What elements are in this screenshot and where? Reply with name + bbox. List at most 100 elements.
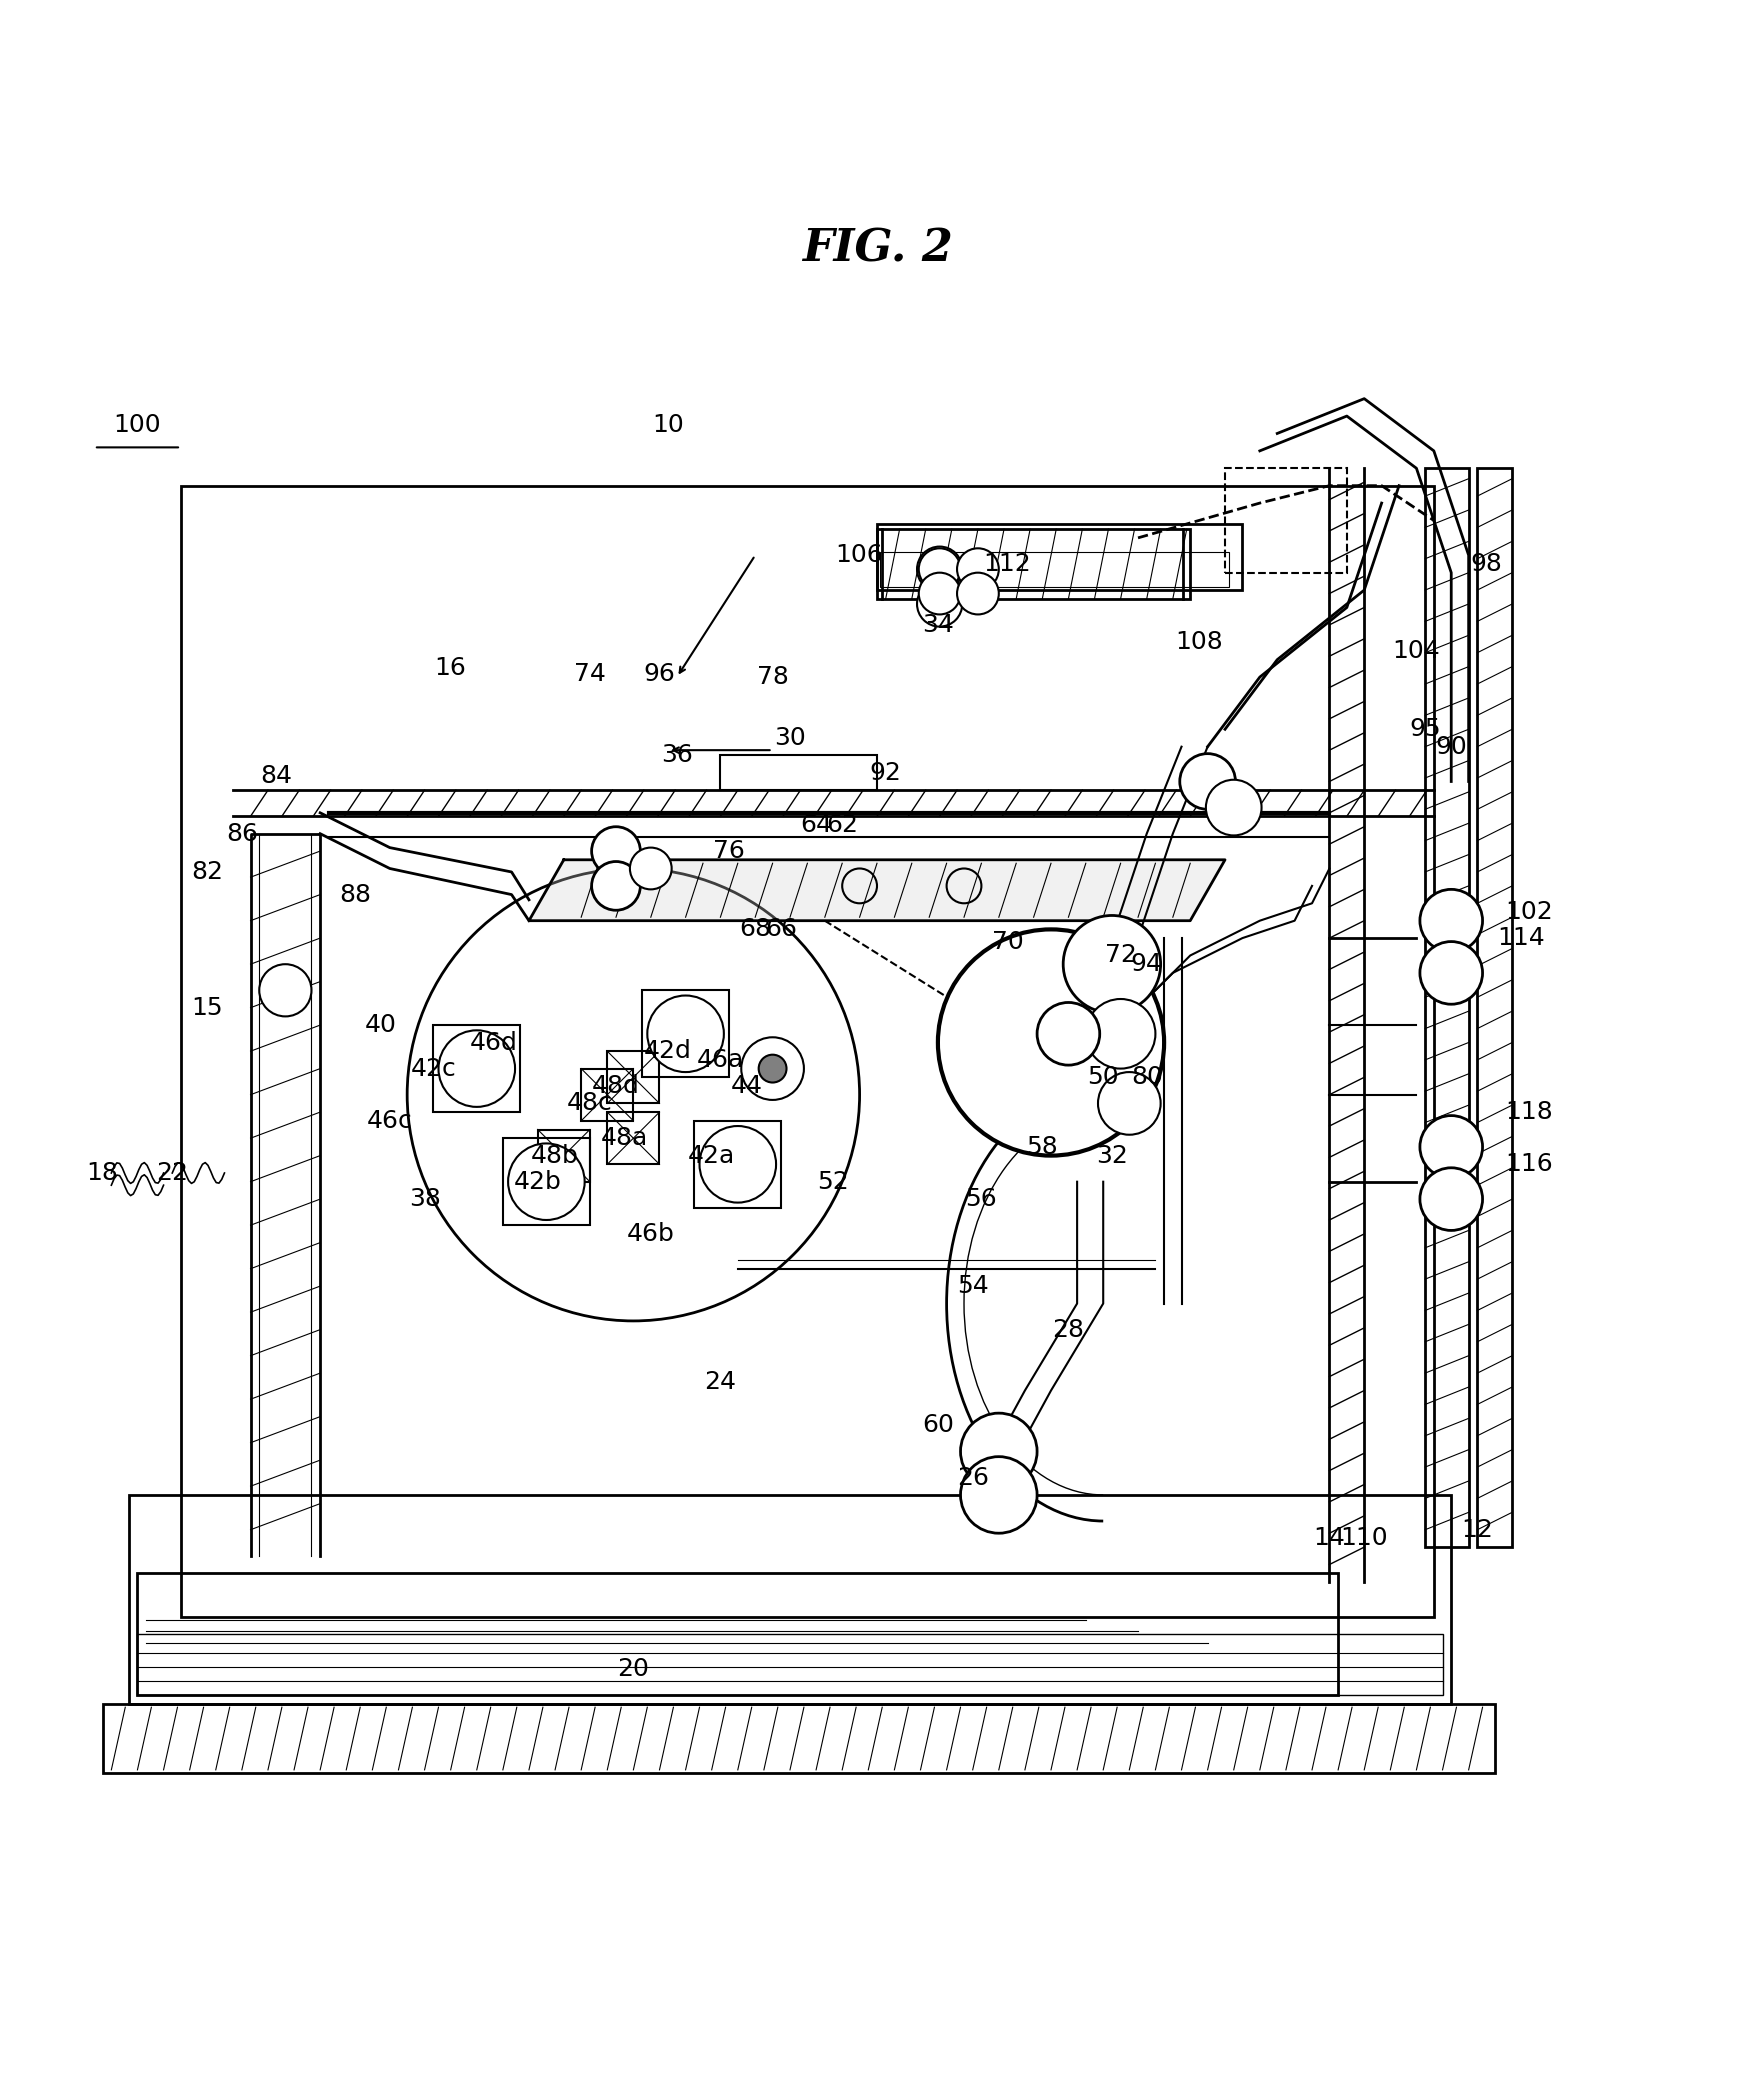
Bar: [607, 1111, 660, 1163]
Circle shape: [958, 573, 998, 615]
Text: 60: 60: [923, 1414, 954, 1437]
Circle shape: [958, 548, 998, 590]
Bar: [881, 553, 1228, 586]
Text: 46c: 46c: [367, 1109, 412, 1132]
Text: 48d: 48d: [593, 1074, 640, 1099]
Text: 100: 100: [114, 413, 161, 436]
Text: 78: 78: [756, 665, 789, 688]
Text: 52: 52: [817, 1170, 849, 1195]
Circle shape: [438, 1030, 516, 1107]
Text: 66: 66: [765, 917, 798, 942]
Circle shape: [1421, 942, 1482, 1005]
Text: 46a: 46a: [696, 1049, 744, 1072]
Text: 84: 84: [261, 765, 293, 788]
Bar: [503, 1138, 589, 1226]
Bar: [695, 1122, 781, 1207]
Text: 22: 22: [156, 1161, 188, 1184]
Text: 98: 98: [1470, 553, 1501, 575]
Text: 58: 58: [1026, 1134, 1058, 1159]
Text: 62: 62: [826, 813, 858, 836]
Text: FIG. 2: FIG. 2: [802, 227, 952, 271]
Bar: [137, 1574, 1338, 1695]
Text: 16: 16: [435, 657, 467, 680]
Text: 56: 56: [965, 1186, 998, 1211]
Text: 48a: 48a: [602, 1126, 649, 1151]
Text: 48b: 48b: [531, 1143, 579, 1168]
Text: 38: 38: [409, 1186, 440, 1211]
Circle shape: [742, 1036, 803, 1101]
Text: 34: 34: [923, 613, 954, 636]
Text: 64: 64: [800, 813, 831, 836]
Text: 104: 104: [1393, 638, 1440, 663]
Text: 18: 18: [86, 1161, 119, 1184]
Bar: [877, 523, 1242, 590]
Text: 54: 54: [958, 1274, 989, 1299]
Polygon shape: [530, 859, 1224, 922]
Text: 86: 86: [226, 821, 258, 847]
Circle shape: [938, 930, 1165, 1155]
Text: 112: 112: [984, 553, 1031, 575]
Text: 95: 95: [1408, 717, 1442, 742]
Text: 80: 80: [1131, 1065, 1163, 1088]
Text: 102: 102: [1505, 901, 1554, 924]
Bar: [433, 1026, 521, 1111]
Text: 90: 90: [1435, 734, 1466, 759]
Text: 92: 92: [870, 761, 902, 784]
Text: 50: 50: [1087, 1065, 1119, 1088]
Text: 70: 70: [991, 930, 1023, 953]
Text: 42c: 42c: [410, 1057, 456, 1080]
Bar: [877, 530, 1191, 598]
Circle shape: [630, 849, 672, 890]
Text: 26: 26: [956, 1466, 989, 1489]
Circle shape: [591, 828, 640, 876]
Text: 44: 44: [730, 1074, 763, 1099]
Text: 116: 116: [1505, 1153, 1554, 1176]
Circle shape: [509, 1143, 584, 1220]
Text: 36: 36: [661, 744, 693, 767]
Text: 42a: 42a: [688, 1143, 735, 1168]
Bar: [1477, 469, 1512, 1547]
Text: 46d: 46d: [470, 1030, 517, 1055]
Bar: [103, 1703, 1494, 1774]
Text: 28: 28: [1052, 1318, 1084, 1341]
Circle shape: [647, 995, 724, 1072]
Circle shape: [961, 1414, 1037, 1489]
Bar: [1426, 469, 1468, 1547]
Bar: [607, 1051, 660, 1103]
Text: 110: 110: [1340, 1526, 1387, 1551]
Text: 118: 118: [1505, 1101, 1554, 1124]
Circle shape: [700, 1126, 775, 1203]
Text: 40: 40: [365, 1013, 396, 1036]
Circle shape: [919, 548, 961, 590]
Bar: [128, 1495, 1451, 1703]
Circle shape: [917, 546, 963, 592]
Text: 74: 74: [574, 661, 605, 686]
Text: 10: 10: [652, 413, 684, 436]
Circle shape: [1063, 915, 1161, 1013]
Text: 96: 96: [644, 661, 675, 686]
Text: 68: 68: [738, 917, 772, 942]
Circle shape: [1086, 999, 1156, 1070]
Bar: [538, 1130, 589, 1182]
Text: 46b: 46b: [626, 1222, 675, 1247]
Text: 24: 24: [705, 1370, 737, 1393]
Text: 94: 94: [1131, 953, 1163, 976]
Circle shape: [919, 573, 961, 615]
Text: 108: 108: [1175, 630, 1223, 655]
Circle shape: [917, 582, 963, 628]
Circle shape: [1421, 890, 1482, 953]
Text: 32: 32: [1096, 1143, 1128, 1168]
Circle shape: [1098, 1072, 1161, 1134]
Circle shape: [591, 861, 640, 911]
Circle shape: [1421, 1168, 1482, 1230]
Text: 114: 114: [1496, 926, 1545, 951]
Text: 48c: 48c: [567, 1090, 612, 1115]
Text: 42d: 42d: [644, 1038, 693, 1063]
Text: 20: 20: [617, 1658, 649, 1681]
Bar: [1224, 469, 1347, 573]
Circle shape: [759, 1055, 786, 1082]
Text: 12: 12: [1461, 1518, 1493, 1541]
Bar: [581, 1070, 633, 1122]
Circle shape: [1421, 1115, 1482, 1178]
Text: 88: 88: [339, 882, 370, 907]
